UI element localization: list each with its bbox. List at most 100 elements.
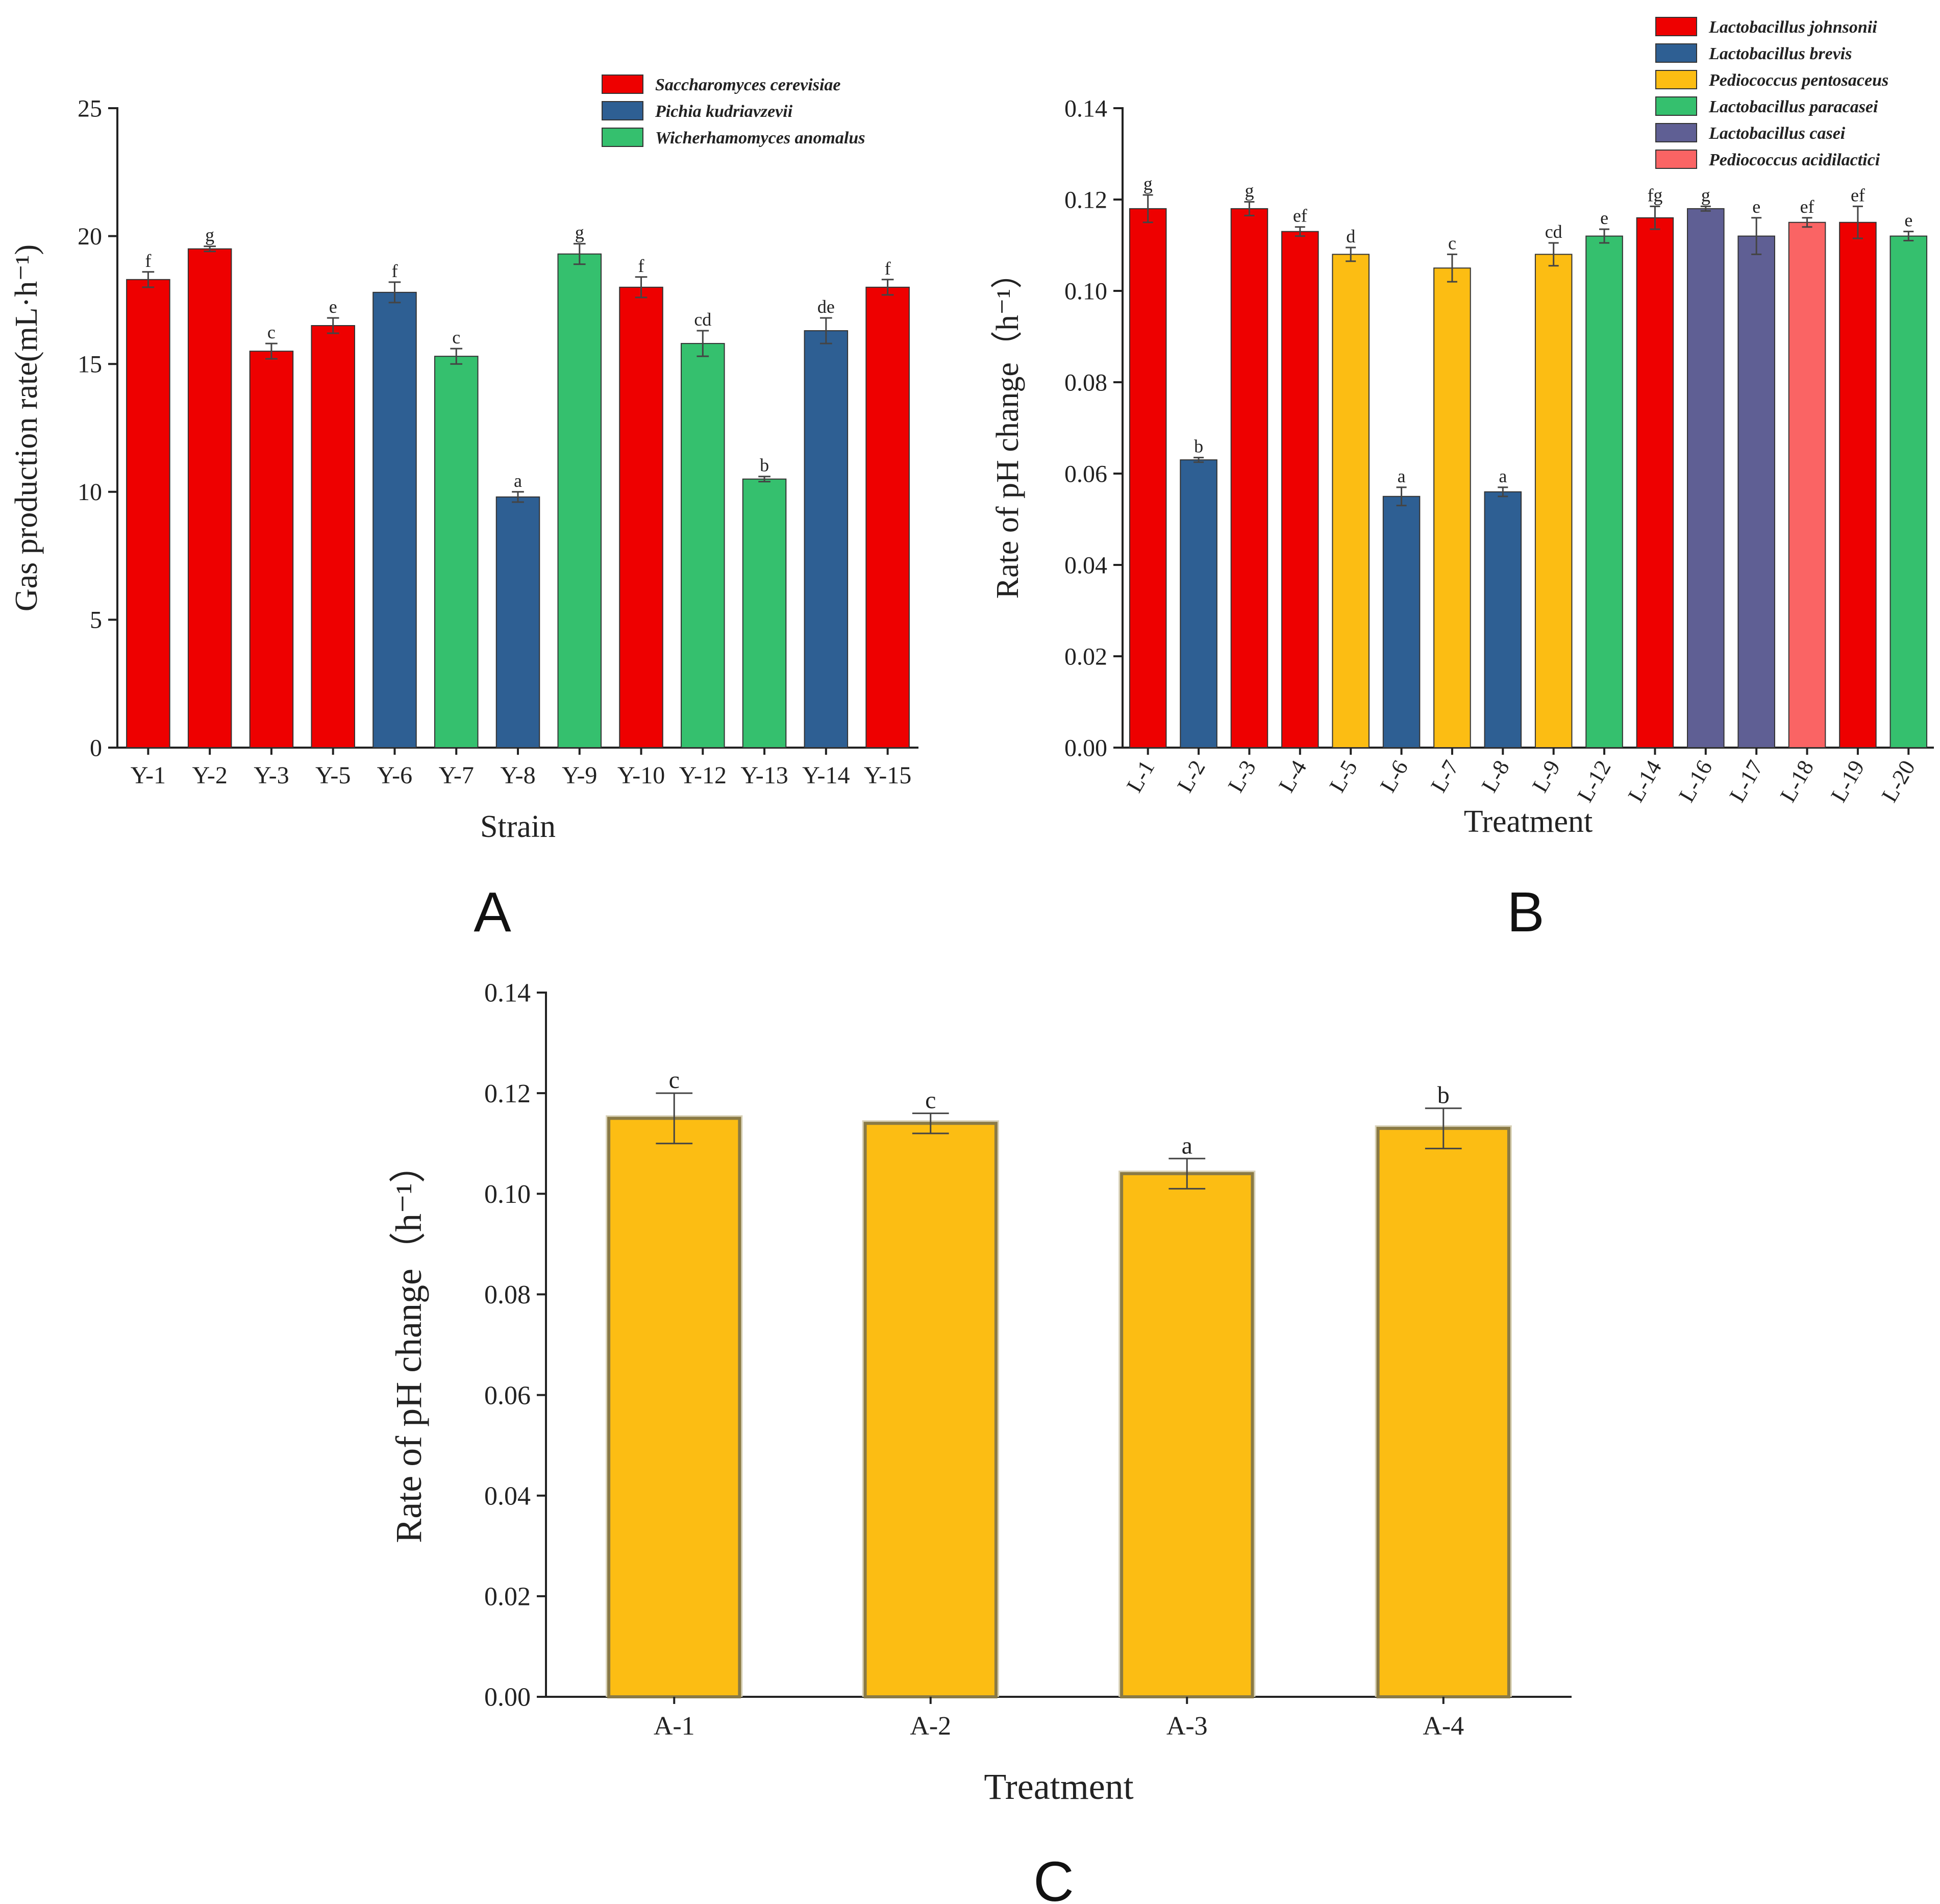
y-axis-label: Gas production rate(mL·h⁻¹): [9, 244, 44, 611]
bar-y-9: g: [557, 222, 602, 748]
bar: [187, 248, 232, 749]
x-tick-label: L-4: [1274, 756, 1311, 797]
significance-letter: f: [885, 258, 891, 279]
legend-swatch: [1655, 123, 1697, 142]
error-bar: [1802, 217, 1812, 228]
legend-item: Saccharomyces cerevisiae: [602, 75, 841, 94]
x-tick-label: L-18: [1775, 756, 1819, 807]
bar: [1889, 235, 1928, 749]
legend-item: Wicherhamomyces anomalus: [602, 128, 865, 147]
error-bar: [1244, 201, 1255, 216]
significance-letter: a: [1398, 466, 1406, 486]
legend: Lactobacillus johnsonii Lactobacillus bre…: [1655, 17, 1888, 169]
legend-item: Pichia kudriavzevii: [602, 101, 793, 121]
x-tick-label: Y-8: [500, 762, 535, 789]
y-tick-label: 0.02: [1064, 643, 1107, 670]
legend-swatch: [1655, 96, 1697, 116]
bar-l-19: ef: [1839, 185, 1877, 748]
bar: [1180, 459, 1217, 748]
bar: [619, 286, 663, 748]
error-bar: [450, 348, 463, 365]
bar-y-8: a: [495, 471, 540, 748]
error-bar: [204, 245, 216, 253]
bar: [804, 330, 849, 748]
error-bar: [697, 330, 709, 357]
x-tick-label: Y-2: [192, 762, 227, 789]
bar: [607, 1117, 741, 1698]
bar-y-12: cd: [681, 309, 725, 748]
significance-letter: cd: [694, 309, 711, 330]
error-bar: [1548, 242, 1559, 267]
error-bar: [1168, 1157, 1206, 1190]
y-tick-label: 0.00: [1064, 734, 1107, 761]
significance-letter: ef: [1800, 196, 1814, 217]
bar: [863, 1122, 998, 1698]
bar-l-14: fg: [1636, 185, 1674, 748]
bar: [1687, 208, 1725, 748]
x-tick-label: L-3: [1223, 756, 1261, 797]
significance-letter: a: [1182, 1132, 1192, 1159]
significance-letter: g: [575, 222, 584, 243]
x-tick-label: L-5: [1325, 756, 1362, 797]
x-axis-label: Treatment: [1464, 804, 1593, 839]
bar-a-2: c: [862, 1087, 999, 1698]
legend-label: Pichia kudriavzevii: [655, 102, 793, 121]
x-tick-label: Y-7: [439, 762, 474, 789]
legend-swatch: [602, 101, 643, 120]
error-bar: [1425, 1107, 1462, 1150]
bar: [311, 325, 355, 748]
bar: [1376, 1127, 1510, 1698]
x-tick-label: Y-14: [802, 762, 850, 789]
x-tick-label: A-3: [1166, 1712, 1208, 1741]
error-bar: [573, 243, 586, 265]
bar-y-6: f: [372, 261, 417, 748]
y-tick-label: 15: [78, 351, 102, 378]
significance-letter: e: [1600, 208, 1608, 228]
x-axis-label: Strain: [480, 809, 556, 844]
bar-l-3: g: [1230, 180, 1269, 748]
bar: [865, 286, 910, 748]
significance-letter: b: [1194, 436, 1203, 457]
y-axis-label: Rate of pH change（h⁻¹）: [388, 1146, 429, 1543]
x-tick-label: Y-10: [617, 762, 665, 789]
bar-y-5: e: [311, 296, 355, 748]
significance-letter: g: [205, 225, 214, 245]
significance-letter: cd: [1545, 221, 1562, 242]
legend-swatch: [602, 75, 643, 94]
error-bar: [1852, 205, 1863, 239]
bar: [1382, 496, 1421, 748]
x-tick-label: A-4: [1423, 1712, 1464, 1741]
legend-label: Lactobacillus casei: [1708, 124, 1846, 143]
bar: [249, 351, 294, 748]
error-bar: [1650, 205, 1660, 230]
bar-l-17: e: [1737, 196, 1775, 749]
x-tick-label: Y-9: [562, 762, 597, 789]
significance-letter: f: [391, 261, 397, 281]
x-tick-label: Y-15: [864, 762, 911, 789]
bar: [372, 291, 417, 748]
legend: Saccharomyces cerevisiae Pichia kudriavze…: [602, 75, 865, 147]
significance-letter: g: [1701, 185, 1710, 205]
significance-letter: c: [669, 1067, 680, 1094]
bar-l-8: a: [1484, 466, 1522, 748]
significance-letter: ef: [1293, 206, 1307, 226]
significance-letter: f: [638, 256, 644, 276]
y-tick-label: 0.00: [484, 1683, 531, 1712]
bar: [1281, 231, 1319, 748]
panel-letter: A: [474, 881, 511, 944]
bar-a-4: b: [1375, 1082, 1512, 1698]
bar-y-14: de: [804, 296, 849, 748]
x-tick-label: L-6: [1375, 756, 1413, 797]
significance-letter: e: [1904, 210, 1912, 231]
bar-l-18: ef: [1788, 196, 1826, 748]
x-axis-label: Treatment: [984, 1766, 1133, 1807]
y-tick-label: 0.14: [1064, 95, 1107, 122]
bar-y-10: f: [619, 256, 663, 748]
significance-letter: g: [1143, 174, 1153, 194]
bar: [681, 343, 725, 748]
legend-swatch: [1655, 17, 1697, 36]
x-tick-label: L-20: [1877, 756, 1920, 807]
legend-item: Lactobacillus brevis: [1655, 43, 1852, 63]
panel-letter: C: [1033, 1850, 1074, 1904]
significance-letter: c: [452, 327, 460, 348]
